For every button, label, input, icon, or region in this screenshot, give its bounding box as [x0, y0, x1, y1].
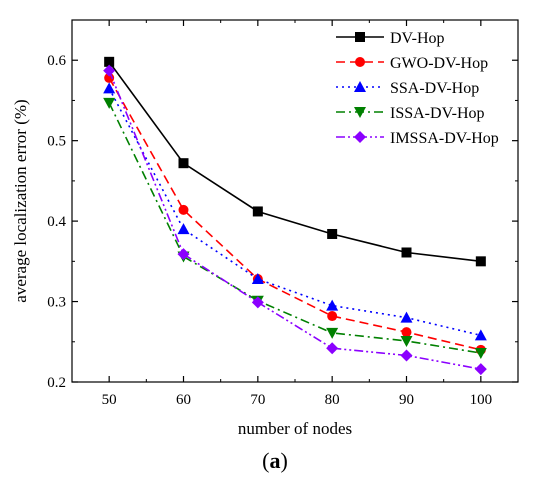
x-tick-label: 60 [176, 392, 191, 408]
data-point [475, 256, 486, 267]
data-point [326, 342, 339, 355]
y-tick-label: 0.3 [47, 295, 66, 311]
legend-label: GWO-DV-Hop [390, 55, 488, 72]
series-dv-hop [104, 56, 486, 267]
legend-marker [354, 107, 366, 118]
legend-label: DV-Hop [390, 30, 445, 47]
legend-label: SSA-DV-Hop [390, 80, 479, 97]
legend-item: GWO-DV-Hop [336, 55, 488, 72]
data-point [326, 299, 339, 311]
caption-letter: a [269, 448, 281, 473]
x-tick-label: 50 [102, 392, 117, 408]
legend-item: ISSA-DV-Hop [336, 105, 485, 122]
legend-label: ISSA-DV-Hop [390, 105, 485, 122]
data-point [252, 206, 263, 217]
series-line [108, 88, 482, 337]
legend-item: DV-Hop [336, 30, 445, 47]
data-point [474, 329, 487, 341]
legend-item: SSA-DV-Hop [336, 80, 479, 97]
y-axis-title: average localization error (%) [11, 99, 30, 302]
y-axis: 0.2 0.3 0.4 0.5 0.6 [47, 19, 518, 391]
data-point [401, 247, 412, 258]
x-tick-label: 70 [250, 392, 265, 408]
data-point [103, 97, 116, 109]
data-point [251, 273, 264, 285]
line-chart: 0.2 0.3 0.4 0.5 0.6 50 60 70 80 90 100 DV-Hop GWO-… [11, 19, 519, 438]
caption-open: ( [262, 448, 270, 473]
data-point [401, 327, 412, 338]
x-axis: 50 60 70 80 90 100 [102, 20, 492, 408]
series-layer [103, 56, 487, 376]
data-point [104, 56, 115, 67]
data-point [474, 348, 487, 360]
legend-label: IMSSA-DV-Hop [390, 130, 499, 147]
data-point [178, 158, 189, 169]
y-tick-label: 0.5 [47, 134, 66, 150]
series-imssa-dv-hop [103, 64, 487, 376]
series-line [108, 102, 481, 354]
series-line [108, 70, 481, 370]
y-tick-label: 0.6 [47, 53, 66, 69]
data-point [400, 311, 413, 323]
data-point [327, 311, 338, 322]
data-point [103, 64, 116, 77]
data-point [326, 327, 339, 339]
x-tick-label: 90 [399, 392, 414, 408]
plot-border [71, 19, 519, 383]
plot-frame [71, 19, 519, 383]
figure-caption: (a) [0, 448, 550, 474]
legend-marker [354, 81, 366, 92]
data-point [178, 204, 189, 215]
legend-item: IMSSA-DV-Hop [336, 130, 499, 147]
x-axis-title: number of nodes [238, 419, 352, 438]
data-point [103, 82, 116, 94]
x-tick-label: 100 [470, 392, 493, 408]
data-point [474, 363, 487, 376]
data-point [400, 349, 413, 362]
caption-close: ) [280, 448, 288, 473]
series-line [108, 77, 482, 351]
y-tick-label: 0.4 [47, 214, 66, 230]
data-point [251, 296, 264, 309]
data-point [177, 223, 190, 235]
legend-marker [354, 131, 366, 143]
data-point [177, 248, 190, 261]
legend-marker [355, 32, 365, 42]
data-point [400, 335, 413, 347]
legend: DV-Hop GWO-DV-Hop SSA-DV-Hop ISSA-DV-Hop IMS… [336, 30, 499, 147]
x-tick-label: 80 [325, 392, 340, 408]
y-tick-label: 0.2 [47, 375, 66, 391]
data-point [327, 228, 338, 239]
series-line [108, 61, 481, 263]
series-ssa-dv-hop [103, 82, 487, 341]
legend-marker [355, 57, 365, 67]
